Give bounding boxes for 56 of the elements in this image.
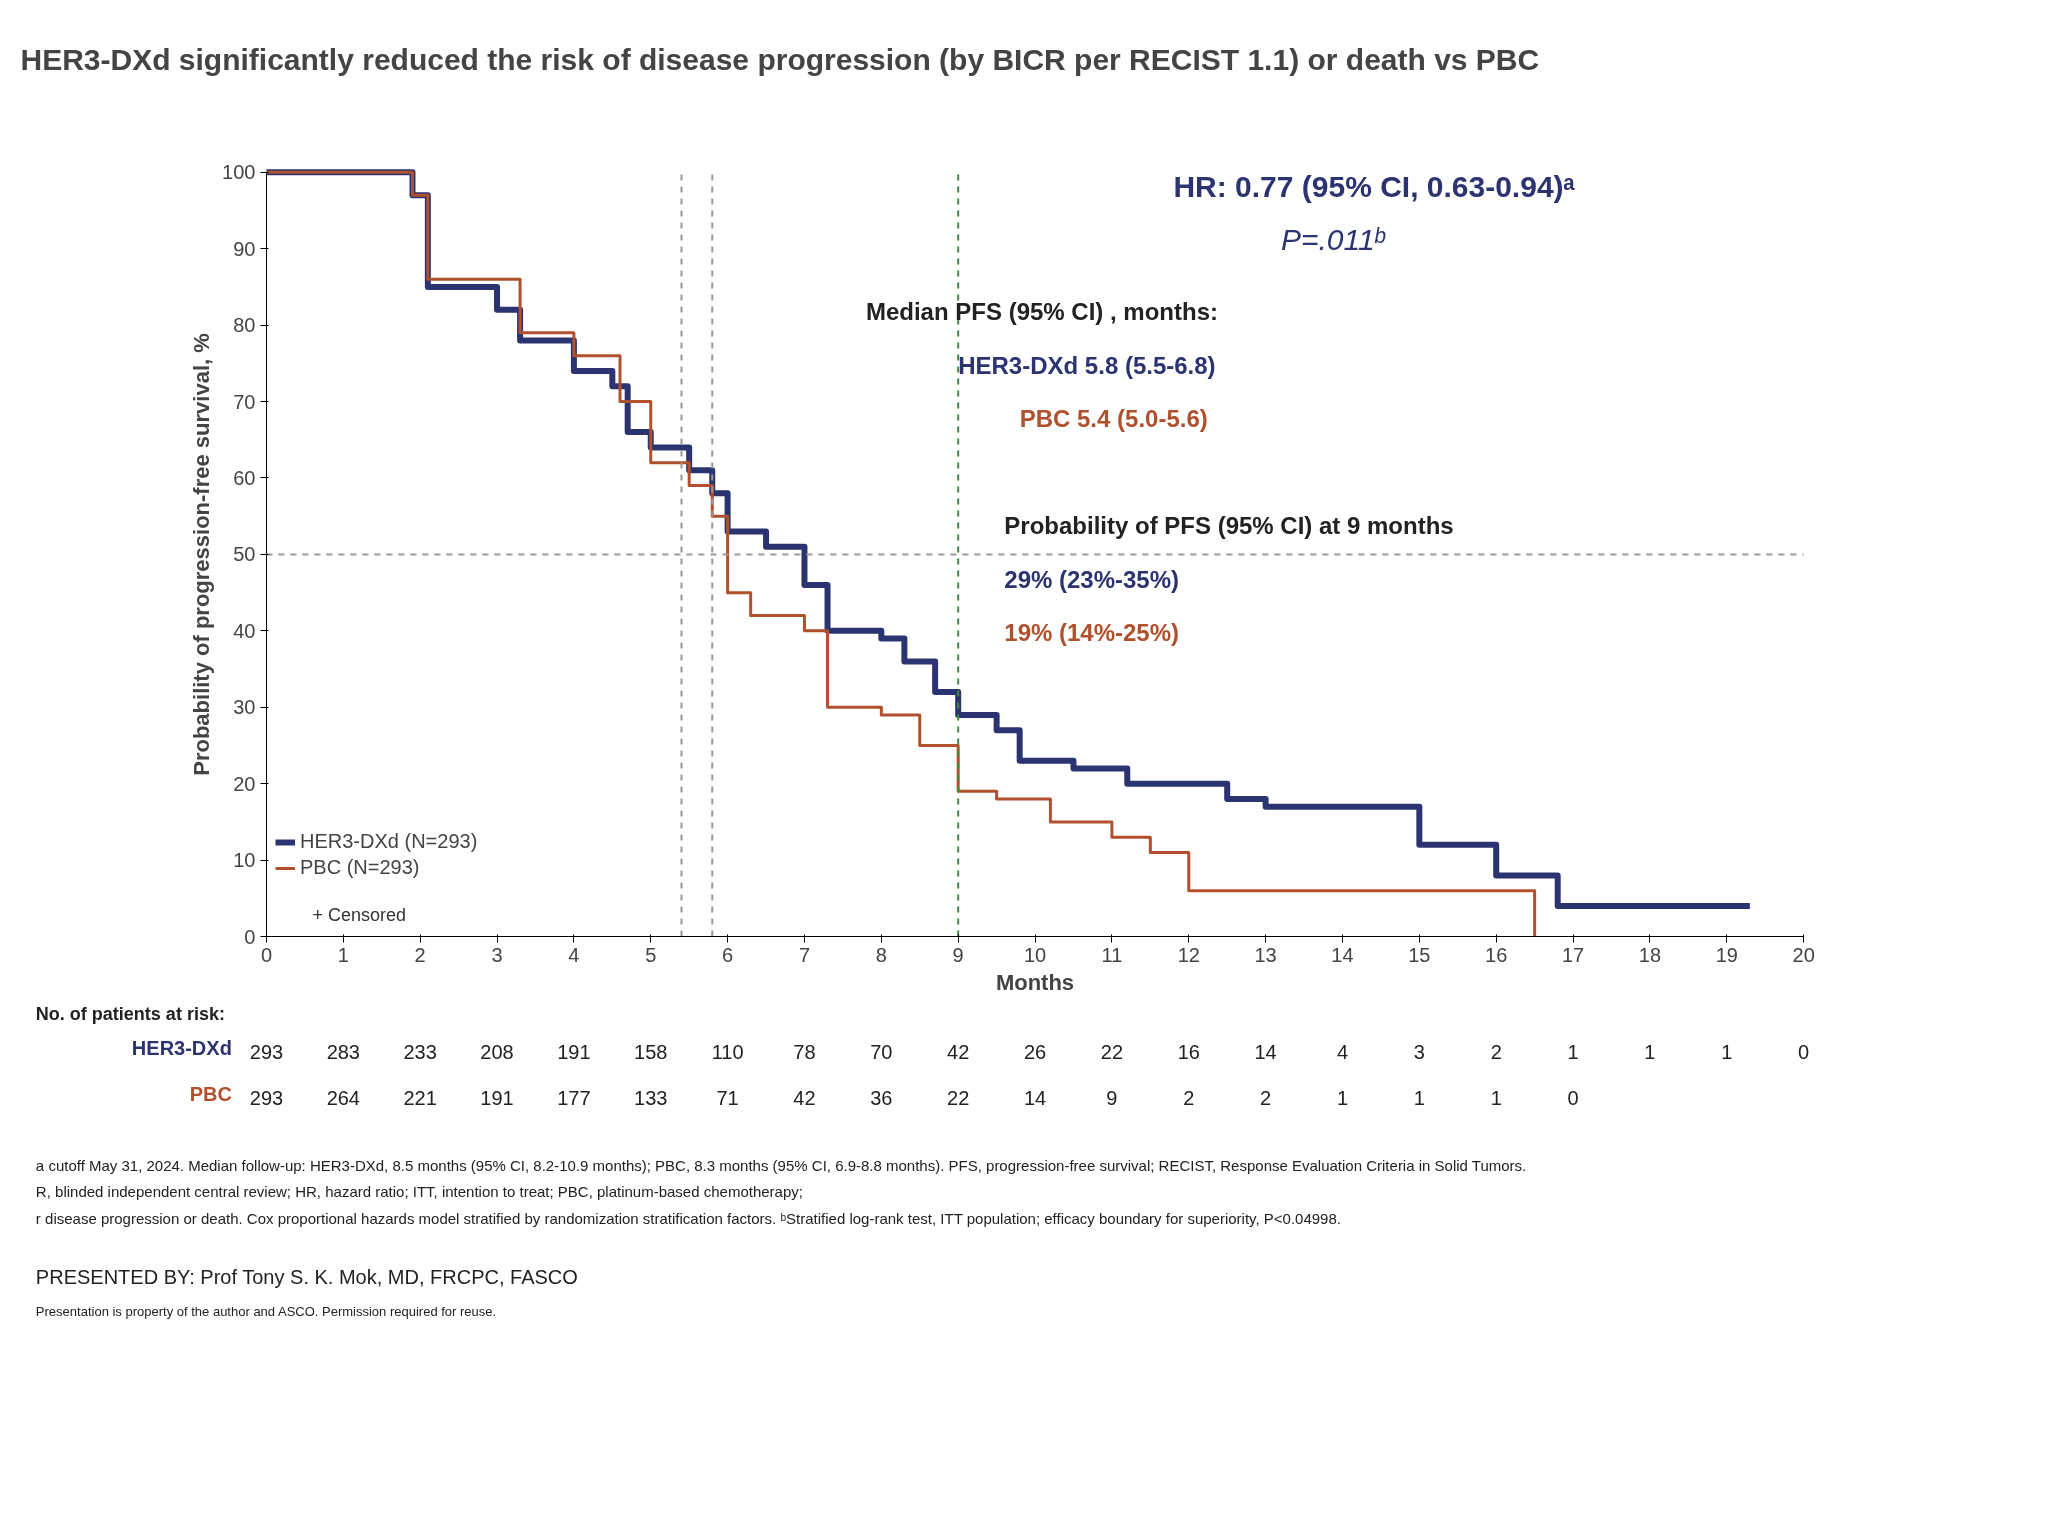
y-tick-label: 0 bbox=[244, 925, 256, 948]
x-tick-label: 18 bbox=[1638, 943, 1662, 966]
x-tick-label: 8 bbox=[875, 943, 887, 966]
x-tick-label: 0 bbox=[260, 943, 273, 966]
text: 293 264 221 191 177 133 71 42 36 22 14 9 2 2 1 1 1 0 bbox=[249, 1086, 1579, 1109]
x-tick-label: 13 bbox=[1254, 943, 1277, 966]
y-tick-label: 80 bbox=[233, 314, 256, 337]
x-tick-label: 11 bbox=[1101, 943, 1123, 966]
annotation: PBC 5.4 (5.0-5.6) bbox=[1019, 405, 1208, 433]
text: No. of patients at risk: bbox=[35, 1004, 225, 1025]
x-tick-label: 12 bbox=[1177, 943, 1200, 966]
y-tick-label: 90 bbox=[233, 237, 256, 260]
annotation: 29% (23%-35%) bbox=[1004, 565, 1180, 593]
x-tick-label: 4 bbox=[568, 943, 580, 966]
text: HER3-DXd bbox=[131, 1036, 232, 1059]
x-tick-label: 10 bbox=[1023, 943, 1047, 966]
x-tick-label: 9 bbox=[952, 943, 964, 966]
x-tick-label: 6 bbox=[722, 943, 734, 966]
text: PRESENTED BY: Prof Tony S. K. Mok, MD, FRCPC, FASCO bbox=[35, 1266, 578, 1289]
text: 293 283 233 208 191 158 110 78 70 42 26 22 16 14 4 3 2 1 1 1 0 bbox=[249, 1040, 1810, 1063]
text: a cutoff May 31, 2024. Median follow-up: HER3-DXd, 8.5 months (95% CI, 8.2-10.9 months); PBC, 8.3 months (95% CI, 6.9-8.8 months). PFS, progression-free survival; RECIST, Response Evaluation Criteria in Solid Tumors. bbox=[35, 1156, 1527, 1174]
annotation: + Censored bbox=[312, 905, 407, 926]
x-tick-label: 2 bbox=[414, 943, 426, 966]
y-tick-label: 60 bbox=[233, 466, 256, 489]
x-tick-label: 1 bbox=[337, 943, 349, 966]
y-tick-label: 20 bbox=[233, 772, 256, 795]
x-tick-label: 20 bbox=[1792, 943, 1815, 966]
chart-title: HER3-DXd significantly reduced the risk of disease progression (by BICR per RECIST 1.1) or death vs PBC bbox=[20, 42, 1540, 76]
x-tick-label: 16 bbox=[1485, 943, 1508, 966]
legend-label: PBC (N=293) bbox=[300, 856, 420, 879]
x-tick-label: 14 bbox=[1331, 943, 1354, 966]
y-tick-label: 10 bbox=[233, 849, 256, 872]
x-axis-title: Months bbox=[995, 969, 1075, 995]
x-tick-label: 19 bbox=[1715, 943, 1738, 966]
y-tick-label: 50 bbox=[233, 543, 256, 566]
text: PBC bbox=[189, 1082, 232, 1105]
text: R, blinded independent central review; HR, hazard ratio; ITT, intention to treat; PBC, platinum-based chemotherapy; bbox=[35, 1183, 803, 1201]
legend-label: HER3-DXd (N=293) bbox=[300, 830, 478, 853]
annotation: 19% (14%-25%) bbox=[1004, 619, 1180, 647]
y-tick-label: 70 bbox=[233, 390, 256, 413]
y-axis-title: Probability of progression-free survival, % bbox=[189, 333, 215, 776]
y-tick-label: 100 bbox=[222, 161, 256, 184]
annotation: HER3-DXd 5.8 (5.5-6.8) bbox=[958, 351, 1216, 379]
x-tick-label: 17 bbox=[1561, 943, 1585, 966]
y-tick-label: 40 bbox=[233, 619, 256, 642]
annotation: Probability of PFS (95% CI) at 9 months bbox=[1004, 512, 1454, 540]
text: Presentation is property of the author and ASCO. Permission required for reuse. bbox=[35, 1303, 497, 1319]
x-tick-label: 5 bbox=[645, 943, 657, 966]
x-tick-label: 3 bbox=[491, 943, 503, 966]
annotation: P=.011ᵇ bbox=[1281, 223, 1386, 257]
y-tick-label: 30 bbox=[233, 696, 256, 719]
annotation: Median PFS (95% CI) , months: bbox=[865, 298, 1218, 326]
text: r disease progression or death. Cox proportional hazards model stratified by randomization stratification factors. ᵇStratified log-rank test, ITT population; efficacy boundary for superiority, P<0.04998. bbox=[35, 1210, 1341, 1228]
x-tick-label: 7 bbox=[798, 943, 811, 966]
annotation: HR: 0.77 (95% CI, 0.63-0.94)ᵃ bbox=[1173, 169, 1576, 203]
x-tick-label: 15 bbox=[1408, 943, 1431, 966]
